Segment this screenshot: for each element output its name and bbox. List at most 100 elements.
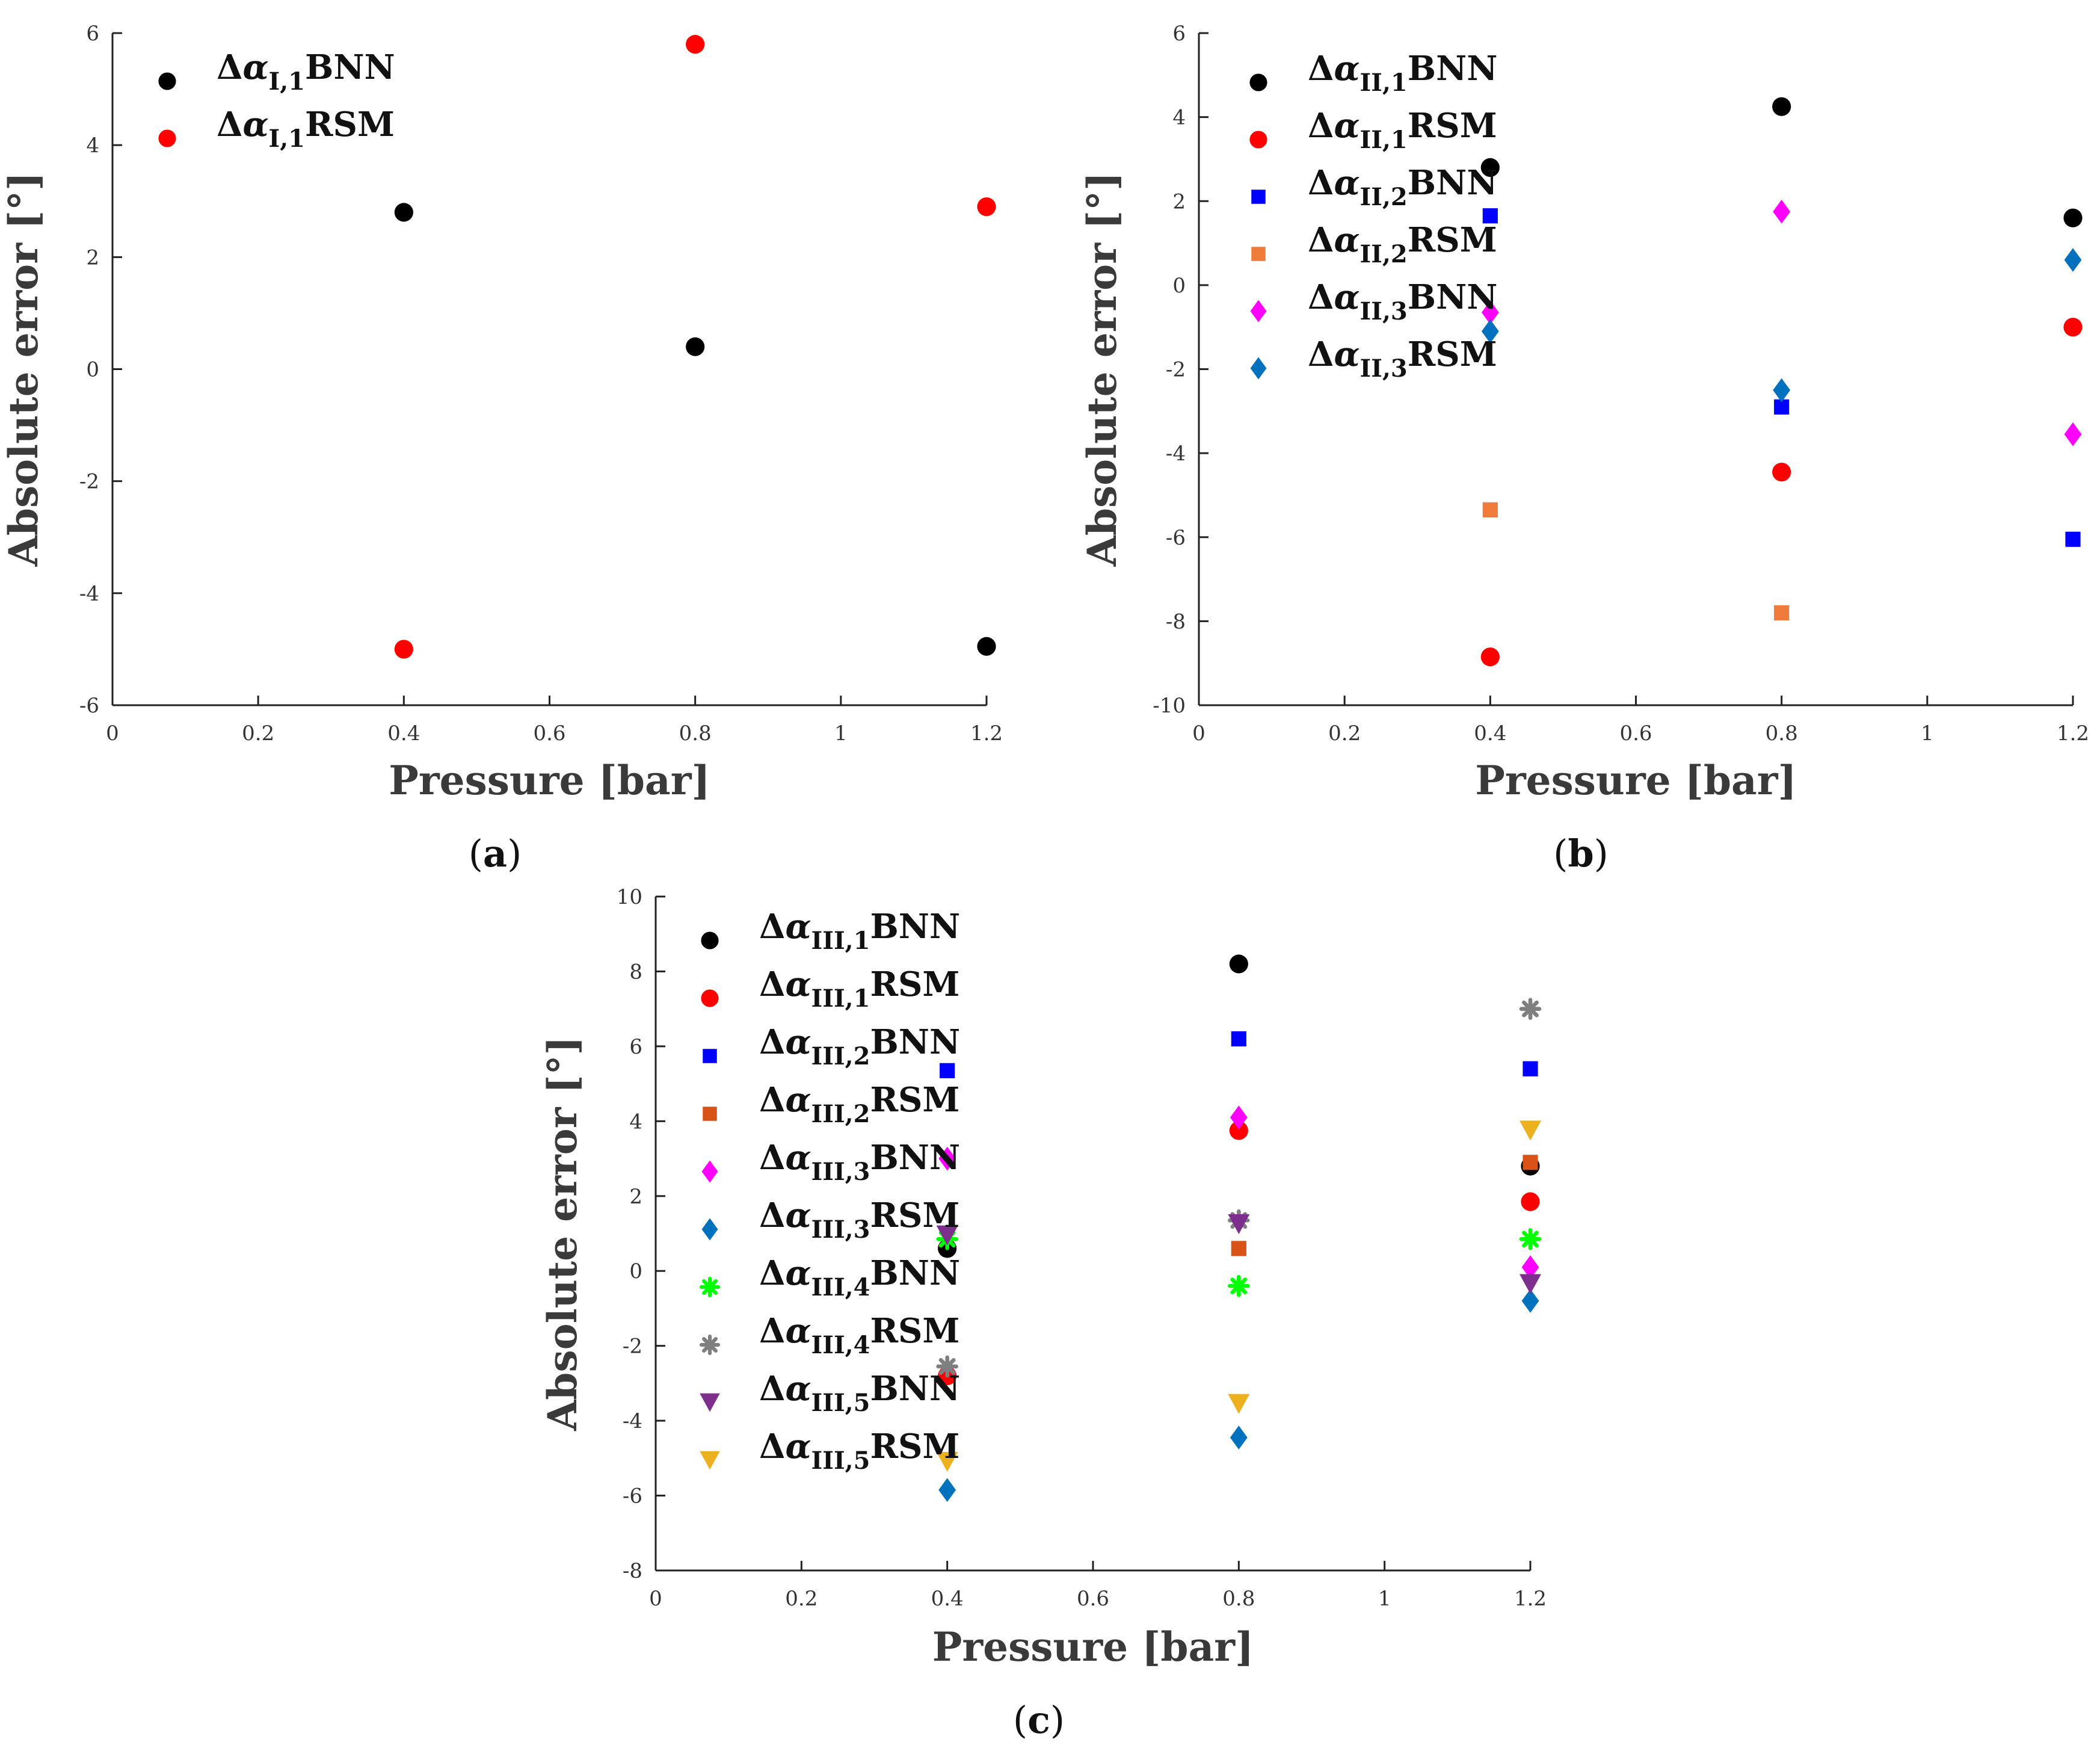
data-point <box>1229 954 1248 974</box>
legend-marker <box>701 989 719 1007</box>
data-point <box>1229 1121 1248 1140</box>
x-tick-label: 1.2 <box>1514 1587 1547 1611</box>
series-rsm-iii-2 <box>1231 1155 1538 1256</box>
data-point <box>1519 1228 1542 1250</box>
series-rsm-ii-1 <box>1480 318 2083 667</box>
legend-label: ΔαIII,1BNN <box>759 907 960 955</box>
y-tick-label: 4 <box>629 1110 642 1134</box>
series-rsm-ii-3 <box>1481 248 2082 403</box>
legend: ΔαI,1BNN ΔαI,1RSM <box>158 48 395 153</box>
y-tick-label: -2 <box>79 470 99 494</box>
series-bnn-iii-4 <box>936 1228 1542 1297</box>
data-point <box>938 1478 956 1502</box>
x-tick-label: 1 <box>1378 1587 1391 1611</box>
data-point <box>394 203 413 222</box>
data-point <box>2064 248 2082 272</box>
legend-label: ΔαIII,4RSM <box>759 1311 959 1359</box>
data-point <box>977 637 996 656</box>
x-tick-label: 1 <box>1921 721 1934 746</box>
data-point <box>1481 300 1499 325</box>
y-axis-label: Absolute error [°] <box>539 1036 586 1431</box>
x-tick-label: 0.6 <box>533 721 565 746</box>
x-tick-label: 0.6 <box>1619 721 1652 746</box>
legend-label: ΔαII,1BNN <box>1308 49 1497 97</box>
data-point <box>936 1225 958 1246</box>
data-point <box>940 1063 955 1078</box>
legend-marker <box>699 1334 721 1356</box>
legend-label: ΔαII,2BNN <box>1308 163 1497 211</box>
y-tick-label: 6 <box>86 22 99 46</box>
y-tick-label: 0 <box>86 358 99 382</box>
legend-marker <box>701 1218 718 1241</box>
legend: ΔαII,1BNN ΔαII,1RSM ΔαII,2BNN ΔαII,2RSM ΔαII… <box>1249 49 1497 383</box>
series-rsm-iii-3 <box>938 1289 1539 1502</box>
legend-marker <box>1250 300 1267 323</box>
x-tick-label: 0.8 <box>1222 1587 1255 1611</box>
data-point <box>1774 605 1790 621</box>
series-bnn-ii-2 <box>1482 208 2081 547</box>
y-tick-label: 8 <box>629 960 642 984</box>
data-point <box>977 197 996 217</box>
data-point <box>1772 462 1791 482</box>
legend-label: ΔαIII,2BNN <box>759 1022 960 1070</box>
legend-label: ΔαI,1RSM <box>217 105 395 153</box>
data-point <box>1480 158 1500 177</box>
legend-label: ΔαIII,5BNN <box>759 1369 960 1417</box>
data-point <box>936 1355 958 1378</box>
panel-label: (a) <box>469 832 522 875</box>
data-point <box>1482 208 1498 224</box>
x-tick-label: 0.6 <box>1077 1587 1109 1611</box>
data-point <box>1230 1425 1248 1450</box>
data-point <box>686 35 705 54</box>
x-tick-label: 0.4 <box>387 721 420 746</box>
chart-panel-c: 0 0.2 0.4 0.6 0.8 1 1.2 -8 -6 -4 -2 0 2 4 6 8 10 Pressure… <box>539 885 1547 1742</box>
data-point <box>1773 378 1791 403</box>
legend-marker <box>699 1276 721 1298</box>
legend-marker <box>703 1107 717 1121</box>
data-point <box>1520 1120 1541 1141</box>
data-point <box>1228 1394 1250 1414</box>
y-tick-label: -4 <box>623 1409 642 1433</box>
y-tick-label: 6 <box>1172 22 1186 46</box>
x-tick-label: 0.4 <box>1474 721 1506 746</box>
legend-marker <box>703 1049 717 1063</box>
data-point <box>1481 319 1499 344</box>
y-tick-label: 10 <box>617 885 642 909</box>
data-point <box>1773 199 1791 224</box>
data-point <box>938 1146 956 1171</box>
data-point <box>1231 1031 1246 1047</box>
data-point <box>1230 1105 1248 1129</box>
series-rsm-iii-5 <box>936 1120 1541 1472</box>
legend-label: ΔαIII,3RSM <box>759 1196 959 1244</box>
data-point <box>1520 1274 1541 1294</box>
x-tick-label: 0 <box>649 1587 662 1611</box>
x-axis-label: Pressure [bar] <box>1475 757 1797 804</box>
legend-marker <box>701 931 719 950</box>
series-bnn-ii-3 <box>1481 199 2082 446</box>
data-point <box>1521 1289 1539 1313</box>
y-tick-label: 4 <box>86 134 99 158</box>
legend-label: ΔαII,1RSM <box>1308 106 1497 154</box>
x-tick-label: 0.8 <box>1766 721 1798 746</box>
data-point <box>1521 1255 1539 1279</box>
y-tick-label: 6 <box>629 1035 642 1059</box>
data-point <box>2065 531 2081 547</box>
y-axis-label: Absolute error [°] <box>0 172 47 567</box>
legend-marker <box>158 72 176 90</box>
legend-marker <box>701 1160 718 1183</box>
panel-label: (c) <box>1013 1698 1065 1742</box>
y-tick-label: -4 <box>1166 442 1186 466</box>
y-tick-label: 0 <box>1172 274 1186 298</box>
legend-label: ΔαIII,1RSM <box>759 965 959 1013</box>
data-point <box>1482 502 1498 517</box>
series-rsm-iii-4 <box>936 998 1542 1378</box>
data-point <box>936 1452 958 1472</box>
x-tick-label: 0 <box>106 721 119 746</box>
legend-marker <box>1251 190 1266 204</box>
data-point <box>1519 998 1542 1020</box>
legend-label: ΔαII,3BNN <box>1308 277 1497 326</box>
legend-marker <box>1251 247 1266 261</box>
data-point <box>686 337 705 356</box>
legend-label: ΔαII,3RSM <box>1308 335 1497 383</box>
